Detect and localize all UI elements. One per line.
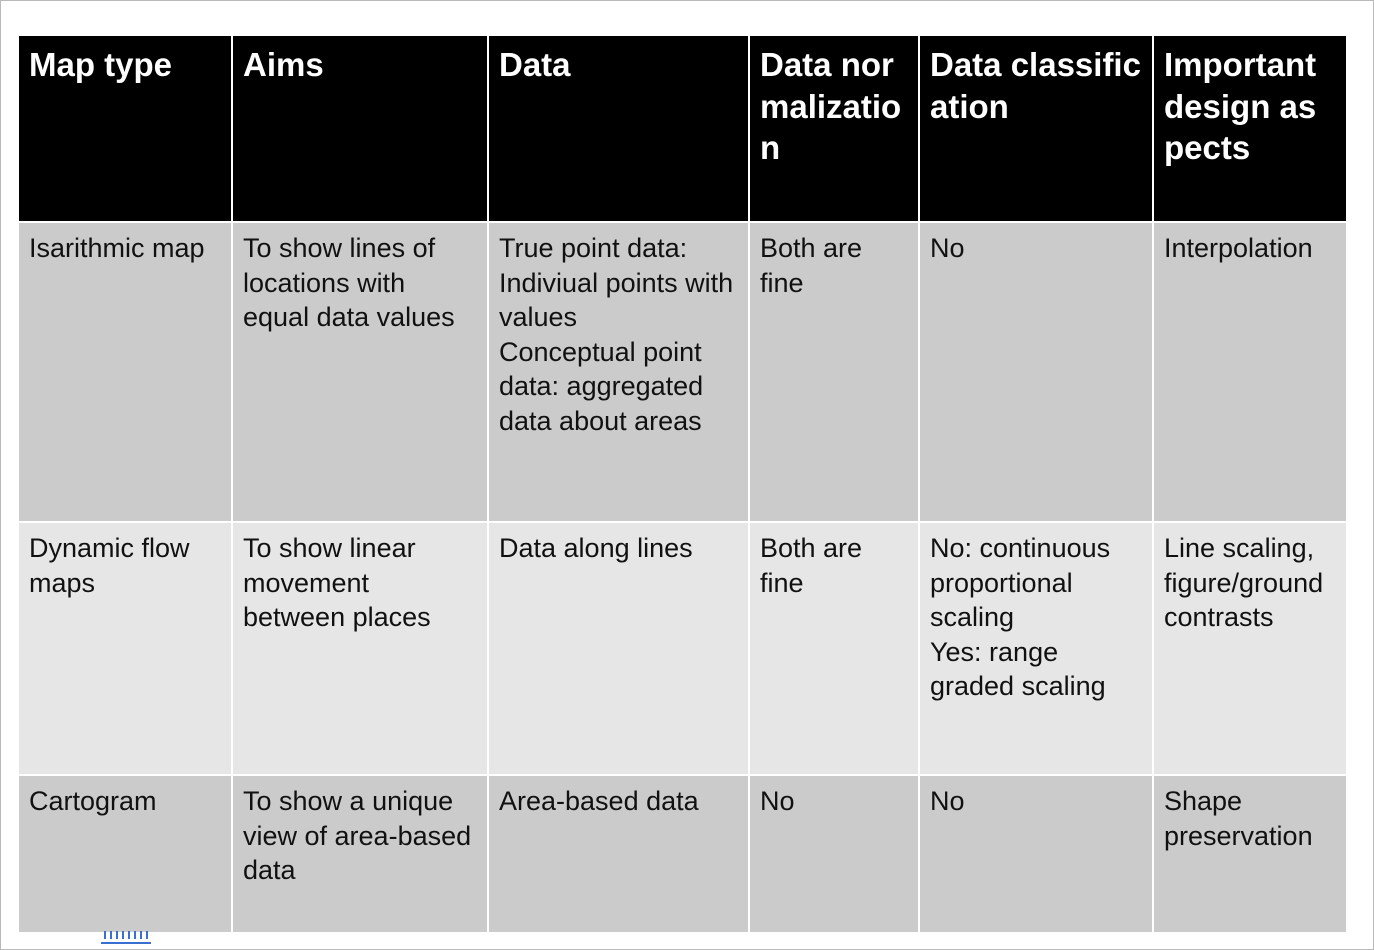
cell-data-line: Data along lines (499, 533, 693, 563)
cell-classification-line: Yes: range graded scaling (930, 636, 1106, 702)
header-data-normalization: Data normalization (748, 34, 920, 223)
table-row: Isarithmic map To show lines of location… (17, 221, 1348, 523)
cell-aims: To show linear movement between places (231, 521, 489, 776)
table-header-row: Map type Aims Data Data normalization Da… (17, 34, 1348, 223)
cell-data-line: True point data: Indiviual points with v… (499, 233, 734, 332)
cell-normalization: No (748, 774, 920, 934)
cell-data: True point data: Indiviual points with v… (487, 221, 750, 523)
cell-classification-line: No (930, 233, 965, 263)
cell-data-line: Conceptual point data: aggregated data a… (499, 336, 704, 436)
table-row: Dynamic flow maps To show linear movemen… (17, 521, 1348, 776)
cell-data: Data along lines (487, 521, 750, 776)
header-data-classification: Data classification (918, 34, 1154, 223)
cell-classification: No (918, 774, 1154, 934)
map-types-table: Map type Aims Data Data normalization Da… (17, 34, 1348, 934)
cell-normalization: Both are fine (748, 221, 920, 523)
table-row: Cartogram To show a unique view of area-… (17, 774, 1348, 934)
cell-map-type: Isarithmic map (17, 221, 233, 523)
cell-data: Area-based data (487, 774, 750, 934)
header-aims: Aims (231, 34, 489, 223)
cell-aims: To show a unique view of area-based data (231, 774, 489, 934)
cell-aims: To show lines of locations with equal da… (231, 221, 489, 523)
header-map-type: Map type (17, 34, 233, 223)
cell-classification-line: No: continuous proportional scaling (930, 533, 1111, 632)
cell-data-line: Area-based data (499, 786, 699, 816)
cell-normalization: Both are fine (748, 521, 920, 776)
header-data: Data (487, 34, 750, 223)
header-design-aspects: Important design aspects (1152, 34, 1348, 223)
cell-map-type: Dynamic flow maps (17, 521, 233, 776)
cell-classification: No (918, 221, 1154, 523)
cell-design: Line scaling, figure/ground contrasts (1152, 521, 1348, 776)
cell-map-type: Cartogram (17, 774, 233, 934)
dashed-underline-marker-icon (101, 931, 151, 944)
cell-classification: No: continuous proportional scaling Yes:… (918, 521, 1154, 776)
cell-design: Shape preservation (1152, 774, 1348, 934)
cell-design: Interpolation (1152, 221, 1348, 523)
cell-classification-line: No (930, 786, 965, 816)
